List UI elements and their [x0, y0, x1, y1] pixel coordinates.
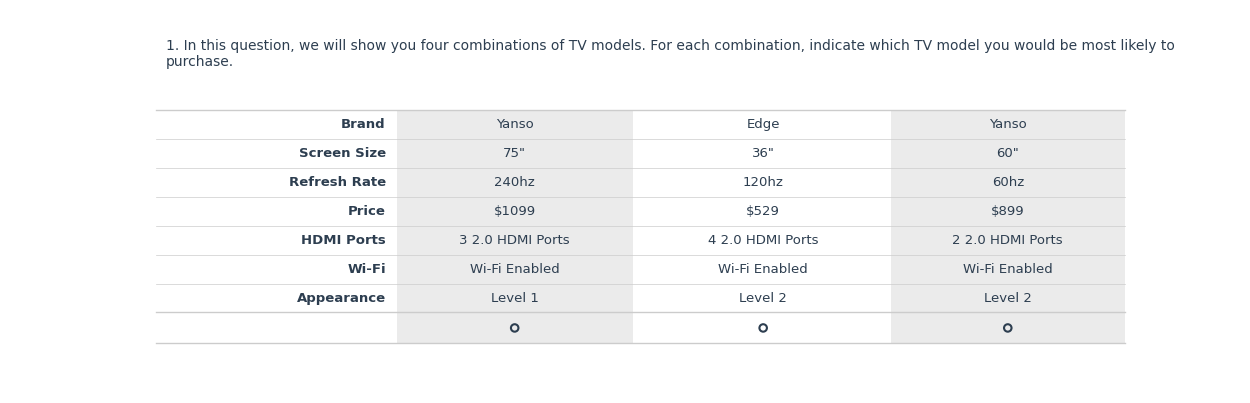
Text: $529: $529 — [746, 205, 780, 218]
Text: Yanso: Yanso — [989, 118, 1026, 131]
Text: 4 2.0 HDMI Ports: 4 2.0 HDMI Ports — [707, 234, 819, 247]
Text: 36": 36" — [751, 147, 775, 160]
Text: Wi-Fi Enabled: Wi-Fi Enabled — [719, 263, 808, 276]
Bar — [890, 110, 1125, 343]
Bar — [645, 110, 881, 343]
Text: Wi-Fi Enabled: Wi-Fi Enabled — [470, 263, 560, 276]
Text: 75": 75" — [504, 147, 526, 160]
Text: Wi-Fi Enabled: Wi-Fi Enabled — [962, 263, 1052, 276]
Text: 3 2.0 HDMI Ports: 3 2.0 HDMI Ports — [460, 234, 570, 247]
Text: Price: Price — [348, 205, 386, 218]
Text: Level 1: Level 1 — [491, 291, 539, 305]
Text: 1. In this question, we will show you four combinations of TV models. For each c: 1. In this question, we will show you fo… — [166, 39, 1175, 69]
Text: 2 2.0 HDMI Ports: 2 2.0 HDMI Ports — [952, 234, 1062, 247]
Text: Wi-Fi: Wi-Fi — [348, 263, 386, 276]
Text: Yanso: Yanso — [496, 118, 534, 131]
Text: $1099: $1099 — [494, 205, 536, 218]
Text: Level 2: Level 2 — [739, 291, 788, 305]
Text: 120hz: 120hz — [742, 176, 784, 189]
Text: Edge: Edge — [746, 118, 780, 131]
Text: HDMI Ports: HDMI Ports — [301, 234, 386, 247]
Text: 60hz: 60hz — [991, 176, 1024, 189]
Text: Brand: Brand — [341, 118, 386, 131]
Text: Appearance: Appearance — [296, 291, 386, 305]
Text: 60": 60" — [996, 147, 1019, 160]
Text: Screen Size: Screen Size — [299, 147, 386, 160]
Text: Refresh Rate: Refresh Rate — [289, 176, 386, 189]
Bar — [396, 110, 632, 343]
Text: $899: $899 — [991, 205, 1025, 218]
Text: Level 2: Level 2 — [984, 291, 1031, 305]
Text: 240hz: 240hz — [494, 176, 535, 189]
